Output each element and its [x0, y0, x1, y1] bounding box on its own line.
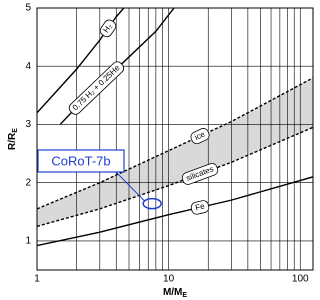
curve-label: H₂ [101, 22, 113, 34]
curve-label: ice [193, 129, 207, 142]
curve-label-group: 0.75 H₂ + 0.25He [68, 61, 125, 115]
curve-label: 0.75 H₂ + 0.25He [71, 63, 122, 112]
curve-label-box [190, 128, 210, 145]
plot-frame [36, 7, 314, 271]
y-tick-label: 3 [25, 119, 31, 130]
series-line [37, 126, 313, 228]
x-label-text: M/M [163, 287, 182, 298]
planet-marker [142, 197, 162, 210]
plot-area [37, 8, 313, 270]
curve-label-box [68, 61, 125, 115]
curve-label-box [99, 19, 117, 38]
curve-label-group: ice [190, 128, 210, 145]
x-tick-label: 100 [292, 274, 309, 285]
annotation-text: CoRoT-7b [51, 153, 110, 168]
x-axis-label: M/ME [163, 287, 187, 299]
series-line [37, 8, 125, 114]
y-label-sub: E [12, 128, 19, 133]
series-line [37, 77, 313, 210]
x-tick-label: 10 [163, 274, 175, 285]
y-tick-label: 2 [25, 177, 31, 188]
curve-label-box [190, 200, 210, 215]
x-label-sub: E [182, 292, 187, 299]
y-tick-label: 5 [25, 3, 31, 14]
y-label-text: R/R [7, 132, 18, 150]
y-tick-label: 4 [25, 61, 31, 72]
y-axis-label: R/RE [7, 128, 19, 150]
curve-label: Fe [194, 201, 206, 212]
annotation-arrow [115, 171, 145, 201]
series-line [37, 176, 313, 247]
y-tick-label: 1 [25, 236, 31, 247]
curve-label-group: H₂ [99, 19, 117, 38]
curve-label-group: Fe [190, 200, 210, 215]
curve-label-box [181, 162, 219, 185]
x-tick-label: 1 [34, 274, 40, 285]
annotation-box [37, 149, 125, 173]
